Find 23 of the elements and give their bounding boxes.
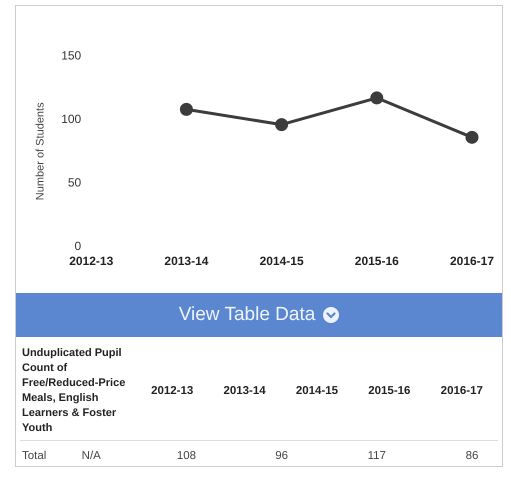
x-tick-label: 2015-16	[354, 254, 400, 268]
x-tick-label: 2016-17	[450, 254, 494, 268]
y-tick-label: 100	[61, 112, 82, 126]
data-label: 108	[176, 450, 196, 462]
data-label: 86	[466, 450, 478, 462]
text: View Table Data	[178, 304, 316, 326]
text: Total	[22, 450, 46, 462]
y-axis-title: Number of Students	[34, 102, 47, 200]
x-tick-label: 2012-13	[69, 254, 114, 268]
x-tick-label: 2014-15	[260, 254, 304, 268]
y-tick-label: 50	[68, 175, 82, 190]
y-tick-label: 0	[74, 238, 82, 253]
text: N/A	[82, 450, 101, 462]
category-label: 2016-17	[440, 385, 483, 397]
y-tick-label: 150	[61, 48, 82, 62]
data-label: 117	[368, 450, 386, 462]
category-label: 2015-16	[368, 385, 410, 397]
category-label: 2012-13	[151, 385, 194, 397]
category-label: 2014-15	[296, 385, 338, 397]
text: Unduplicated Pupil Count of Free/Reduced-Price Meals, English Learners & Foster Youth	[21, 346, 126, 436]
category-label: 2013-14	[223, 385, 266, 397]
data-label: 96	[275, 450, 288, 462]
x-tick-label: 2013-14	[164, 254, 209, 268]
